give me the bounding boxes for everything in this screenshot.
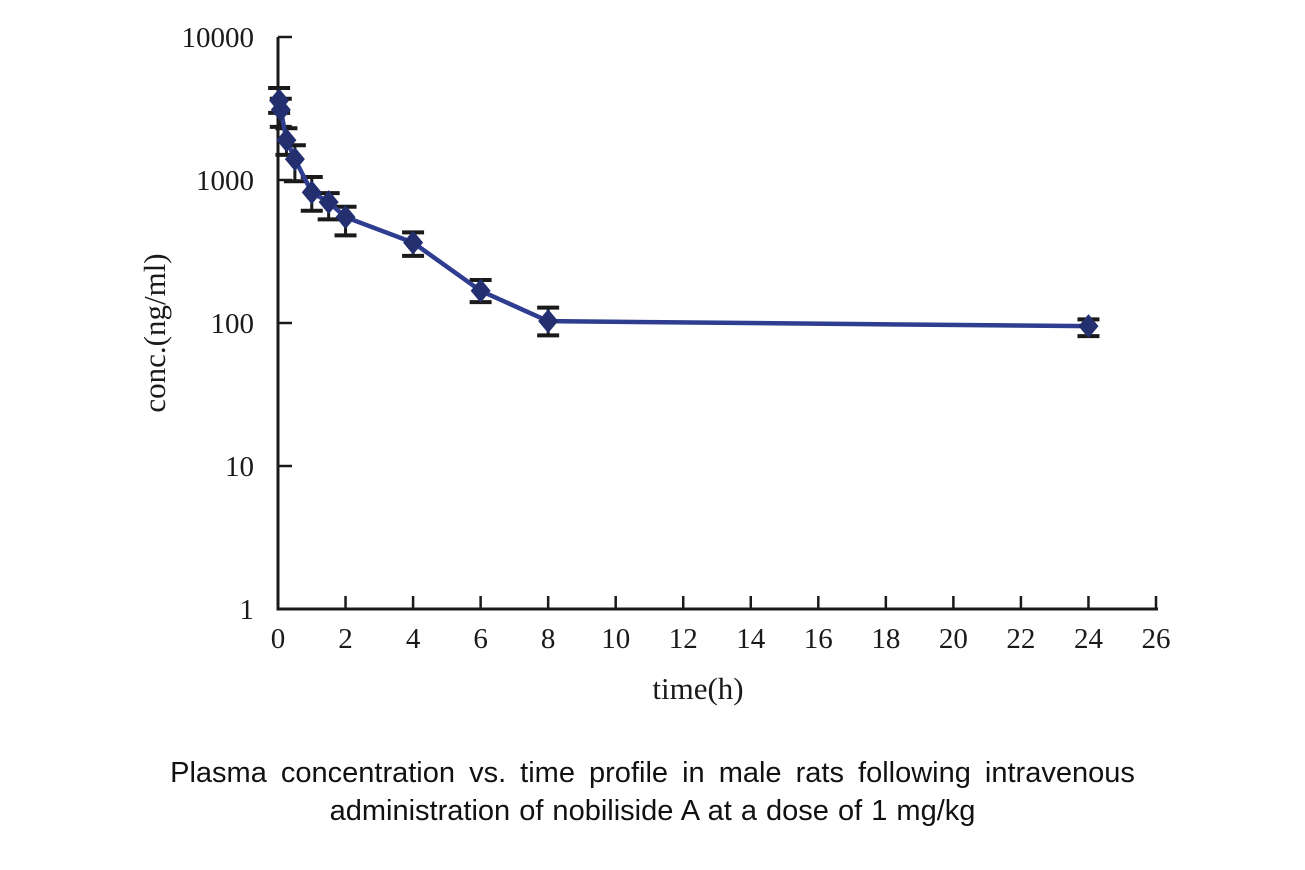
- y-tick-label: 100: [211, 308, 255, 340]
- y-tick-label: 1000: [196, 165, 254, 197]
- x-tick-label: 20: [939, 623, 968, 655]
- figure-caption-line2: administration of nobiliside A at a dose…: [329, 795, 976, 827]
- y-tick-label: 1: [240, 594, 255, 626]
- x-tick-label: 12: [669, 623, 698, 655]
- figure-caption-line1: Plasma concentration vs. time profile in…: [170, 757, 1135, 789]
- x-tick-label: 18: [871, 623, 900, 655]
- data-point-marker: [270, 97, 291, 122]
- data-point-marker: [276, 128, 297, 153]
- x-tick-label: 8: [541, 623, 556, 655]
- figure-caption: Plasma concentration vs. time profile in…: [0, 754, 1305, 830]
- x-tick-label: 0: [271, 623, 286, 655]
- data-point-marker: [470, 278, 491, 303]
- y-tick-label: 10: [225, 451, 254, 483]
- x-tick-label: 14: [736, 623, 766, 655]
- x-tick-label: 26: [1142, 623, 1171, 655]
- data-point-marker: [335, 205, 356, 230]
- data-point-marker: [538, 309, 559, 334]
- x-tick-label: 2: [338, 623, 353, 655]
- y-axis-title: conc.(ng/ml): [137, 253, 172, 412]
- x-tick-label: 10: [601, 623, 630, 655]
- data-point-marker: [301, 180, 322, 205]
- x-tick-label: 6: [473, 623, 488, 655]
- data-point-marker: [284, 147, 305, 172]
- data-point-marker: [403, 230, 424, 255]
- x-axis-title: time(h): [652, 671, 743, 706]
- x-tick-label: 4: [406, 623, 421, 655]
- data-point-marker: [318, 190, 339, 215]
- x-tick-label: 16: [804, 623, 833, 655]
- x-tick-label: 22: [1006, 623, 1035, 655]
- y-tick-label: 10000: [182, 22, 255, 54]
- data-line: [276, 100, 1089, 329]
- x-tick-label: 24: [1074, 623, 1104, 655]
- data-point-marker: [1078, 314, 1099, 339]
